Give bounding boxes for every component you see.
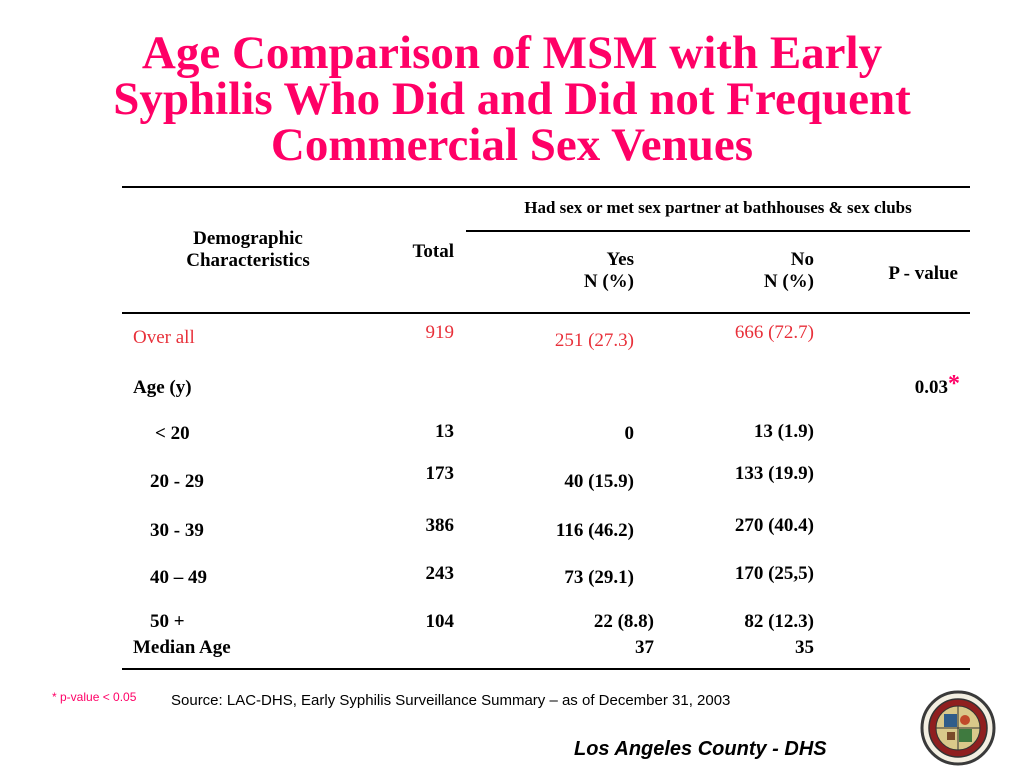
significance-marker: * [948, 371, 960, 397]
row-30-39-label: 30 - 39 [150, 520, 204, 541]
col-header-demographic-line1: Demographic [193, 228, 303, 249]
row-lt20-label: < 20 [155, 423, 190, 444]
footnote: * p-value < 0.05 [52, 690, 137, 704]
row-40-49-yes: 73 (29.1) [564, 567, 634, 588]
age-pvalue-value: 0.03 [914, 377, 948, 398]
row-30-39-total: 386 [425, 515, 455, 536]
col-header-yes: Yes N (%) [520, 249, 634, 293]
header-bottom-rule [122, 312, 970, 314]
median-label: Median Age [133, 637, 231, 658]
overall-total: 919 [425, 322, 455, 343]
overall-yes: 251 (27.3) [554, 330, 634, 351]
slide-title: Age Comparison of MSM with Early Syphili… [40, 27, 984, 171]
row-20-29-label: 20 - 29 [150, 471, 204, 492]
row-40-49-no: 170 (25,5) [734, 563, 814, 584]
col-header-yes-line2: N (%) [583, 271, 634, 292]
median-yes: 37 [635, 637, 654, 658]
row-lt20-total: 13 [435, 421, 454, 442]
row-30-39-no: 270 (40.4) [734, 515, 814, 536]
group-header: Had sex or met sex partner at bathhouses… [524, 198, 912, 217]
table-bottom-rule [122, 668, 970, 670]
row-lt20-yes: 0 [624, 423, 635, 444]
row-20-29-no: 133 (19.9) [734, 463, 814, 484]
row-50plus-no: 82 (12.3) [744, 611, 814, 632]
col-header-demographic: Demographic Characteristics [148, 228, 348, 272]
col-header-no: No N (%) [700, 249, 814, 293]
col-header-demographic-line2: Characteristics [186, 250, 310, 271]
median-no: 35 [795, 637, 814, 658]
col-header-no-line2: N (%) [763, 271, 814, 292]
row-20-29-total: 173 [425, 463, 455, 484]
row-lt20-no: 13 (1.9) [753, 421, 814, 442]
group-header-rule [466, 230, 970, 232]
agency-name: Los Angeles County - DHS [574, 738, 827, 760]
col-header-yes-line1: Yes [606, 249, 634, 270]
title-line-1: Age Comparison of MSM with Early [141, 27, 883, 79]
row-50plus-label: 50 + [150, 611, 185, 632]
age-label: Age (y) [133, 377, 192, 398]
title-line-2: Syphilis Who Did and Did not Frequent [113, 73, 911, 125]
row-40-49-total: 243 [425, 563, 455, 584]
overall-label: Over all [133, 327, 195, 348]
source-note: Source: LAC-DHS, Early Syphilis Surveill… [171, 692, 731, 709]
row-50plus-yes: 22 (8.8) [593, 611, 654, 632]
col-header-no-line1: No [790, 249, 814, 270]
col-header-pvalue: P - value [888, 263, 958, 284]
county-seal-icon [920, 690, 996, 766]
row-20-29-yes: 40 (15.9) [564, 471, 634, 492]
overall-no: 666 (72.7) [734, 322, 814, 343]
row-30-39-yes: 116 (46.2) [555, 520, 634, 541]
row-40-49-label: 40 – 49 [150, 567, 207, 588]
age-pvalue: 0.03* [860, 372, 960, 399]
table-top-rule [122, 186, 970, 188]
col-header-total: Total [412, 241, 454, 262]
title-line-3: Commercial Sex Venues [270, 119, 754, 171]
row-50plus-total: 104 [425, 611, 455, 632]
